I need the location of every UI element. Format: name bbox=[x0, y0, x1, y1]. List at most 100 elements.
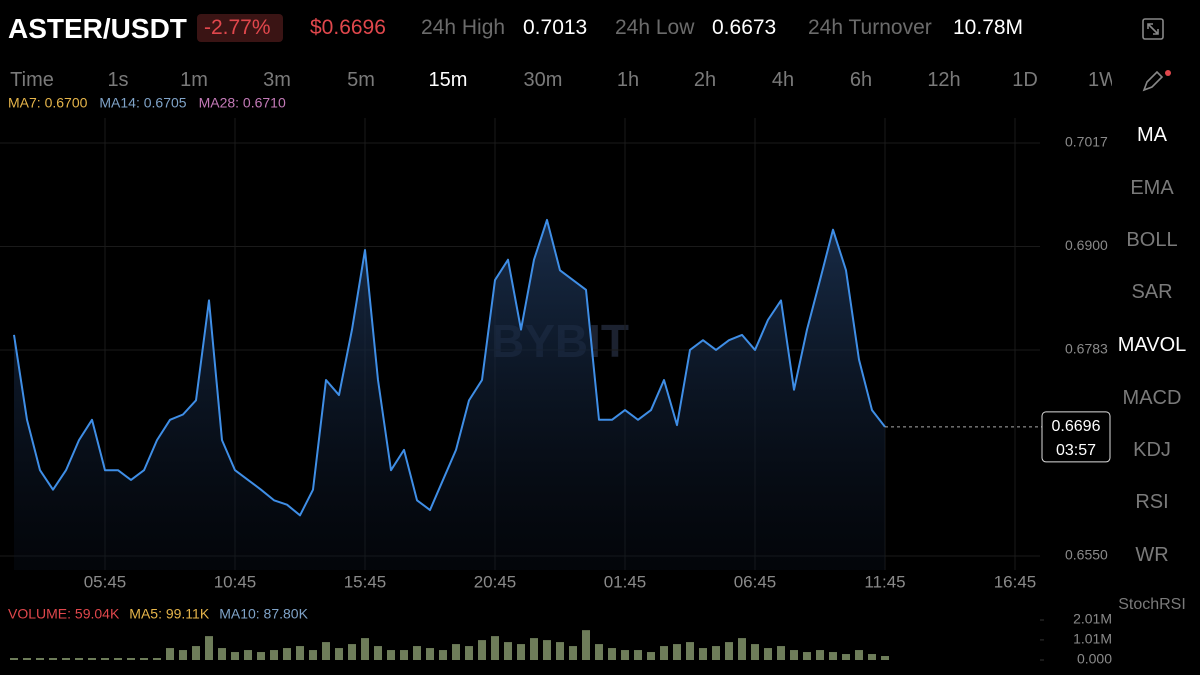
fullscreen-icon[interactable] bbox=[1142, 18, 1164, 40]
volume-bar bbox=[296, 646, 304, 660]
indicator-tab[interactable]: BOLL bbox=[1126, 229, 1178, 251]
x-tick-label: 11:45 bbox=[864, 572, 905, 591]
countdown: 03:57 bbox=[1056, 442, 1096, 459]
interval-tab[interactable]: 1D bbox=[1012, 69, 1038, 91]
volume-bar bbox=[283, 648, 291, 660]
y-tick-label: 0.6783 bbox=[1065, 341, 1108, 357]
stat-label: 24h High bbox=[421, 16, 506, 39]
x-tick-label: 16:45 bbox=[994, 572, 1037, 591]
volume-bar bbox=[621, 650, 629, 660]
volume-bar bbox=[348, 644, 356, 660]
x-tick-label: 01:45 bbox=[604, 572, 647, 591]
volume-bar bbox=[556, 642, 564, 660]
indicator-tab[interactable]: MA bbox=[1137, 124, 1167, 146]
volume-bar bbox=[634, 650, 642, 660]
indicator-tab[interactable]: StochRSI bbox=[1118, 596, 1186, 613]
volume-bar bbox=[439, 650, 447, 660]
draw-icon[interactable] bbox=[1140, 68, 1172, 94]
volume-bar bbox=[881, 656, 889, 660]
stat-label: 24h Low bbox=[615, 16, 695, 39]
volume-bar bbox=[361, 638, 369, 660]
volume-bar bbox=[10, 658, 18, 660]
volume-bar bbox=[517, 644, 525, 660]
interval-tab[interactable]: 2h bbox=[693, 69, 717, 91]
change: -2.77% bbox=[204, 16, 271, 39]
volume-bar bbox=[647, 652, 655, 660]
y-tick-label: 0.6550 bbox=[1065, 547, 1108, 563]
volume-bar bbox=[179, 650, 187, 660]
indicator-tab[interactable]: MAVOL bbox=[1117, 334, 1187, 356]
indicator-tab[interactable]: EMA bbox=[1130, 177, 1174, 199]
x-tick-label: 15:45 bbox=[344, 572, 387, 591]
indicator-tab[interactable]: RSI bbox=[1135, 491, 1169, 513]
symbol: ASTER/USDT bbox=[8, 13, 187, 44]
stat-label: 24h Turnover bbox=[808, 16, 932, 39]
volume-bar bbox=[686, 642, 694, 660]
indicator-tab[interactable]: MACD bbox=[1122, 387, 1182, 409]
interval-tab[interactable]: 1s bbox=[107, 69, 129, 91]
volume-bar bbox=[725, 642, 733, 660]
y-tick-label: 0.7017 bbox=[1065, 134, 1108, 150]
stat-value: 0.7013 bbox=[523, 16, 588, 39]
interval-tab[interactable]: 3m bbox=[263, 69, 291, 91]
interval-tab[interactable]: 6h bbox=[849, 69, 873, 91]
volume-bar bbox=[413, 646, 421, 660]
interval-tab[interactable]: 1m bbox=[180, 69, 208, 91]
interval-tab[interactable]: 15m bbox=[428, 69, 468, 91]
volume-bar bbox=[569, 646, 577, 660]
volume-bar bbox=[374, 646, 382, 660]
chart: BYBIT 05:4510:4515:4520:4501:4506:4511:4… bbox=[0, 95, 1112, 667]
volume-bar bbox=[660, 646, 668, 660]
volume-bar bbox=[868, 654, 876, 660]
volume-bar bbox=[88, 658, 96, 660]
volume-bar bbox=[777, 646, 785, 660]
x-tick-label: 10:45 bbox=[214, 572, 257, 591]
indicator-label: MA14: 0.6705 bbox=[99, 95, 186, 111]
last-price-box bbox=[1041, 411, 1111, 463]
interval-tab[interactable]: 1W bbox=[1088, 70, 1112, 90]
interval-tab[interactable]: 1h bbox=[616, 69, 640, 91]
indicator-tab[interactable]: KDJ bbox=[1133, 439, 1171, 461]
indicator-label: VOLUME: 59.04K bbox=[8, 606, 120, 622]
stat-value: 0.6673 bbox=[712, 16, 777, 39]
volume-bar bbox=[36, 658, 44, 660]
interval-tab[interactable]: 4h bbox=[771, 69, 795, 91]
volume-bar bbox=[855, 650, 863, 660]
volume-bar bbox=[504, 642, 512, 660]
volume-bar bbox=[751, 644, 759, 660]
volume-bar bbox=[829, 652, 837, 660]
y-tick-label: 1.01M bbox=[1073, 631, 1112, 647]
y-tick-label: 2.01M bbox=[1073, 611, 1112, 627]
volume-bar bbox=[595, 644, 603, 660]
interval-tab[interactable]: 12h bbox=[927, 69, 961, 91]
volume-bar bbox=[712, 646, 720, 660]
volume-bar bbox=[140, 658, 148, 660]
volume-bar bbox=[322, 642, 330, 660]
volume-bar bbox=[335, 648, 343, 660]
indicator-tab[interactable]: SAR bbox=[1131, 281, 1173, 303]
volume-bar bbox=[49, 658, 57, 660]
price-area bbox=[14, 219, 885, 570]
volume-bar bbox=[530, 638, 538, 660]
indicator-label: MA5: 99.11K bbox=[129, 606, 210, 622]
volume-bar bbox=[582, 630, 590, 660]
volume-bar bbox=[803, 652, 811, 660]
volume-bar bbox=[790, 650, 798, 660]
x-tick-label: 05:45 bbox=[84, 572, 127, 591]
volume-bar bbox=[62, 658, 70, 660]
indicator-tab[interactable]: WR bbox=[1135, 544, 1169, 566]
interval-tab[interactable]: 30m bbox=[523, 69, 563, 91]
x-tick-label: 06:45 bbox=[734, 572, 777, 591]
volume-bar bbox=[491, 636, 499, 660]
volume-bar bbox=[738, 638, 746, 660]
volume-bar bbox=[309, 650, 317, 660]
volume-bar bbox=[816, 650, 824, 660]
price-line bbox=[13, 218, 886, 517]
volume-bar bbox=[192, 646, 200, 660]
stat-value: 10.78M bbox=[953, 16, 1024, 39]
interval-tab[interactable]: Time bbox=[10, 69, 54, 91]
interval-tab[interactable]: 5m bbox=[347, 69, 375, 91]
volume-bar bbox=[244, 650, 252, 660]
volume-bar bbox=[23, 658, 31, 660]
volume-bar bbox=[543, 640, 551, 660]
